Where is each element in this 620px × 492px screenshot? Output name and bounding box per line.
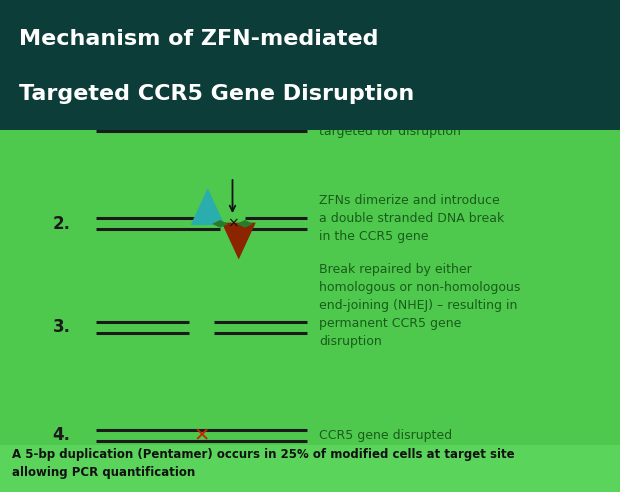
Bar	[0, 0, 620, 130]
Text: 3.: 3.	[53, 318, 71, 336]
Text: ✕: ✕	[193, 426, 210, 445]
Text: Break repaired by either
homologous or non-homologous
end-joining (NHEJ) – resul: Break repaired by either homologous or n…	[319, 263, 521, 347]
Text: 4.: 4.	[53, 427, 71, 444]
Polygon shape	[191, 188, 225, 225]
Text: CCR5 gene disrupted: CCR5 gene disrupted	[319, 429, 453, 442]
Polygon shape	[237, 220, 253, 228]
Text: Endogenous CCR5 gene
targeted for disruption: Endogenous CCR5 gene targeted for disrup…	[319, 107, 470, 139]
Text: ×: ×	[227, 217, 238, 231]
Bar	[0, 445, 620, 492]
Text: 2.: 2.	[53, 215, 71, 233]
Text: Mechanism of ZFN-mediated: Mechanism of ZFN-mediated	[19, 29, 378, 49]
Text: 1.: 1.	[53, 117, 71, 134]
Polygon shape	[212, 220, 228, 228]
Text: A 5-bp duplication (Pentamer) occurs in 25% of modified cells at target site
all: A 5-bp duplication (Pentamer) occurs in …	[12, 448, 515, 480]
Polygon shape	[222, 222, 256, 259]
Text: Targeted CCR5 Gene Disruption: Targeted CCR5 Gene Disruption	[19, 84, 414, 104]
Text: ZFNs dimerize and introduce
a double stranded DNA break
in the CCR5 gene: ZFNs dimerize and introduce a double str…	[319, 194, 505, 244]
